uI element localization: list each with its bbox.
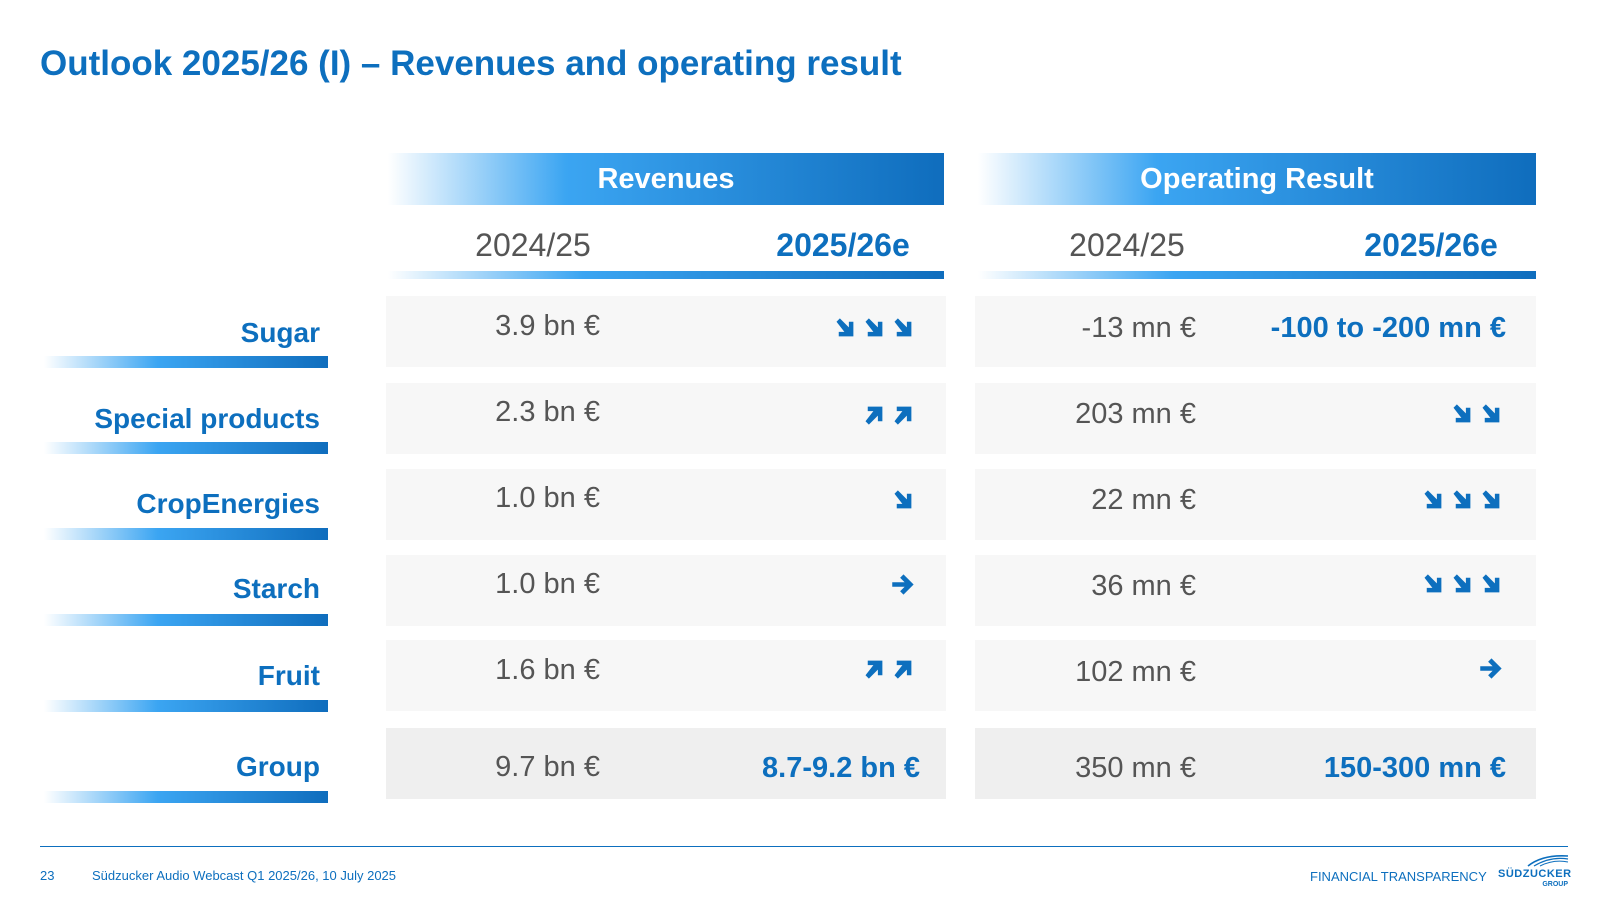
revenues-cell-special-products (386, 383, 946, 454)
op-forecast-year-label: 2025/26e (1364, 227, 1498, 263)
footer-divider (40, 846, 1568, 847)
arrow-up-icon (861, 655, 888, 682)
op-prev-year-label: 2024/25 (1069, 227, 1185, 263)
revenue-forecast-trend-fruit (861, 654, 917, 682)
arrow-down-icon (890, 315, 917, 342)
row-label-group: Group (236, 751, 320, 782)
revenues-cell-starch (386, 555, 946, 626)
revenues-underline (388, 271, 944, 279)
arrow-right-icon (890, 571, 917, 598)
row-underline (44, 614, 328, 626)
row-underline (44, 791, 328, 803)
revenue-2024-sugar: 3.9 bn € (495, 310, 600, 342)
revenue-forecast-trend-starch (890, 570, 917, 598)
revenue-forecast-trend-cropenergies (890, 486, 917, 514)
arrow-down-icon (1420, 571, 1447, 598)
revenues-cell-fruit (386, 640, 946, 711)
revenue-2024-special-products: 2.3 bn € (495, 396, 600, 428)
arrow-down-icon (832, 315, 859, 342)
arrow-down-icon (1449, 571, 1476, 598)
row-label-starch: Starch (232, 573, 320, 604)
arrow-down-icon (890, 487, 917, 514)
revenue-2024-starch: 1.0 bn € (495, 568, 600, 600)
arrow-down-icon (1449, 487, 1476, 514)
revenues-header: Revenues (388, 153, 944, 205)
op-result-2024-group: 350 mn € (1075, 752, 1196, 784)
arrow-up-icon (890, 401, 917, 428)
revenues-header-label: Revenues (597, 162, 735, 195)
footer-event-text: Südzucker Audio Webcast Q1 2025/26, 10 J… (92, 868, 397, 883)
op-cell-starch (975, 555, 1536, 626)
op-forecast-trend-cropenergies (1420, 486, 1505, 514)
arrow-up-icon (861, 401, 888, 428)
op-cell-group (975, 728, 1536, 799)
op-forecast-trend-special-products (1449, 400, 1505, 428)
op-result-2024-sugar: -13 mn € (1081, 312, 1196, 344)
op-result-2024-special-products: 203 mn € (1075, 398, 1196, 430)
row-underline (44, 528, 328, 540)
operating-result-header: Operating Result (978, 153, 1536, 205)
row-label-fruit: Fruit (257, 660, 320, 691)
operating-result-header-label: Operating Result (1140, 162, 1374, 195)
row-underline (44, 356, 328, 368)
op-cell-cropenergies (975, 469, 1536, 540)
row-label-special-products: Special products (94, 403, 320, 434)
row-label-cropenergies: CropEnergies (136, 488, 320, 519)
page-number: 23 (40, 868, 55, 883)
op-cell-special-products (975, 383, 1536, 454)
arrow-down-icon (1449, 401, 1476, 428)
revenue-forecast-trend-sugar (832, 314, 917, 342)
op-result-2024-starch: 36 mn € (1091, 570, 1196, 602)
arrow-up-icon (890, 655, 917, 682)
footer-section-text: FINANCIAL TRANSPARENCY (1310, 869, 1487, 884)
revenues-cell-cropenergies (386, 469, 946, 540)
op-forecast-trend-starch (1420, 570, 1505, 598)
op-result-forecast-group: 150-300 mn € (1323, 752, 1506, 784)
revenue-2024-fruit: 1.6 bn € (495, 654, 600, 686)
logo-subtext: GROUP (1542, 881, 1568, 888)
op-cell-sugar (975, 296, 1536, 367)
revenue-forecast-group: 8.7-9.2 bn € (762, 752, 920, 784)
op-result-2024-fruit: 102 mn € (1075, 656, 1196, 688)
row-underline (44, 442, 328, 454)
company-logo: SÜDZUCKER GROUP (1498, 854, 1572, 892)
revenues-prev-year-label: 2024/25 (475, 227, 591, 263)
revenue-2024-group: 9.7 bn € (495, 751, 600, 783)
row-label-sugar: Sugar (240, 317, 320, 348)
revenue-forecast-trend-special-products (861, 400, 917, 428)
revenue-2024-cropenergies: 1.0 bn € (495, 482, 600, 514)
row-underline (44, 700, 328, 712)
arrow-right-icon (1478, 655, 1505, 682)
op-cell-fruit (975, 640, 1536, 711)
arrow-down-icon (1478, 571, 1505, 598)
revenues-cell-group (386, 728, 946, 799)
logo-text: SÜDZUCKER (1498, 868, 1572, 880)
op-underline (978, 271, 1536, 279)
op-result-2024-cropenergies: 22 mn € (1091, 484, 1196, 516)
op-forecast-trend-fruit (1478, 654, 1505, 682)
arrow-down-icon (1420, 487, 1447, 514)
logo-swoosh-icon (1527, 855, 1569, 867)
revenues-forecast-year-label: 2025/26e (776, 227, 910, 263)
arrow-down-icon (861, 315, 888, 342)
arrow-down-icon (1478, 401, 1505, 428)
page-title: Outlook 2025/26 (I) – Revenues and opera… (40, 44, 902, 83)
op-result-forecast-sugar: -100 to -200 mn € (1270, 312, 1506, 344)
arrow-down-icon (1478, 487, 1505, 514)
